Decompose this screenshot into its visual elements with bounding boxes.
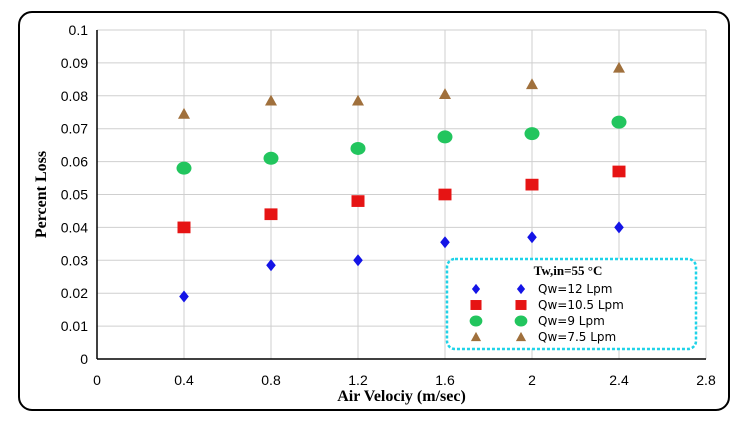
data-point-triangle <box>613 61 625 73</box>
legend-label: Qw=7.5 Lpm <box>538 330 616 344</box>
data-point-circle <box>263 151 279 165</box>
data-point-square <box>525 178 539 191</box>
legend-label: Qw=10.5 Lpm <box>538 298 624 312</box>
x-tick-label: 2.4 <box>609 372 629 388</box>
x-tick-label: 1.2 <box>348 372 368 388</box>
legend-label: Qw=9 Lpm <box>538 314 605 328</box>
legend-label: Qw=12 Lpm <box>538 282 612 296</box>
x-axis-title: Air Velociy (m/sec) <box>337 388 466 405</box>
legend-box <box>445 257 698 351</box>
data-point-triangle <box>352 94 364 106</box>
legend-marker-square <box>470 300 482 310</box>
y-tick-label: 0 <box>80 351 88 367</box>
data-point-square <box>351 195 365 207</box>
y-tick-label: 0.04 <box>61 219 88 235</box>
data-point-triangle <box>178 107 190 119</box>
x-tick-label: 0.4 <box>174 372 194 388</box>
legend-marker-circle <box>514 315 528 327</box>
data-point-circle <box>176 161 192 175</box>
y-tick-label: 0.02 <box>61 285 88 301</box>
y-tick-label: 0.06 <box>61 154 88 170</box>
x-tick-label: 0 <box>93 372 101 388</box>
data-point-square <box>612 165 626 178</box>
data-point-diamond <box>614 221 624 234</box>
data-point-triangle <box>439 88 451 99</box>
data-point-square <box>177 221 191 234</box>
legend-marker-circle <box>469 315 483 327</box>
y-tick-label: 0.03 <box>61 252 88 268</box>
data-point-diamond <box>440 236 450 249</box>
data-point-square <box>264 208 278 221</box>
data-point-circle <box>350 141 366 155</box>
data-point-triangle <box>265 94 277 106</box>
data-point-diamond <box>179 290 189 303</box>
y-tick-label: 0.05 <box>61 187 88 203</box>
legend-marker-triangle <box>470 331 482 342</box>
data-point-circle <box>437 130 453 144</box>
x-tick-label: 2 <box>528 372 536 388</box>
data-point-square <box>438 188 452 201</box>
y-tick-label: 0.07 <box>61 121 88 137</box>
x-tick-label: 1.6 <box>435 372 455 388</box>
data-point-circle <box>611 115 627 129</box>
data-point-triangle <box>526 78 538 90</box>
y-tick-label: 0.09 <box>61 55 88 71</box>
legend-marker-diamond <box>516 283 526 295</box>
legend-marker-square <box>515 300 527 310</box>
y-axis-title: Percent Loss <box>33 151 50 238</box>
x-tick-label: 2.8 <box>696 372 716 388</box>
data-point-diamond <box>527 231 537 244</box>
y-tick-label: 0.08 <box>61 88 88 104</box>
legend-marker-triangle <box>515 331 527 342</box>
x-tick-label: 0.8 <box>261 372 281 388</box>
legend-marker-diamond <box>471 283 481 295</box>
data-point-circle <box>524 127 540 141</box>
y-tick-label: 0.1 <box>69 22 89 38</box>
data-point-diamond <box>266 259 276 272</box>
legend-title: Tw,in=55 °C <box>534 263 603 278</box>
data-point-diamond <box>353 254 363 267</box>
y-tick-label: 0.01 <box>61 318 88 334</box>
